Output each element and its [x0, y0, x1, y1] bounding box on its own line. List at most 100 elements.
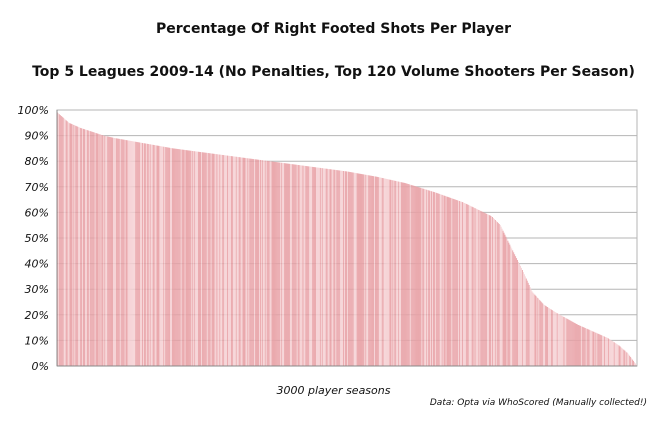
bar: [620, 347, 622, 366]
bar: [308, 166, 310, 366]
bar: [607, 337, 608, 366]
bar: [556, 313, 558, 366]
bar: [100, 134, 102, 366]
bar: [374, 176, 375, 366]
bar: [272, 161, 274, 366]
bar: [218, 154, 220, 366]
bar: [520, 265, 521, 366]
bar: [466, 204, 468, 366]
bar: [294, 164, 296, 366]
bar: [67, 121, 69, 367]
bar: [391, 180, 393, 366]
bar: [546, 306, 547, 366]
bar: [337, 170, 339, 366]
bar: [418, 187, 420, 366]
bar: [278, 162, 280, 366]
bar: [501, 228, 503, 366]
bar: [519, 263, 520, 366]
bar: [177, 149, 179, 366]
bar: [135, 141, 137, 366]
bar: [186, 150, 188, 366]
bar: [287, 163, 288, 366]
bar: [555, 312, 557, 366]
bar: [327, 168, 329, 366]
bar: [269, 161, 271, 366]
bar: [231, 156, 232, 366]
bar: [500, 226, 502, 366]
bar: [406, 183, 408, 366]
bar: [543, 304, 545, 366]
bar: [387, 179, 389, 366]
bar: [526, 280, 528, 366]
bar: [81, 128, 83, 366]
bar: [299, 165, 301, 366]
bar: [202, 152, 203, 366]
bar: [341, 170, 343, 366]
bar: [600, 334, 602, 366]
bar: [452, 198, 454, 366]
bar: [389, 179, 391, 366]
bar: [507, 240, 509, 366]
bar: [122, 139, 124, 366]
bar: [509, 244, 511, 366]
y-tick-label: 90%: [25, 130, 49, 143]
bar: [281, 162, 283, 366]
bar: [170, 147, 171, 366]
bar: [385, 178, 387, 366]
bar: [571, 321, 573, 366]
bar: [532, 292, 534, 366]
bar: [603, 336, 605, 366]
bar: [478, 210, 480, 366]
bar: [416, 186, 418, 366]
bar: [394, 180, 396, 366]
bar: [241, 157, 243, 366]
bar: [274, 161, 276, 366]
bar: [160, 146, 162, 366]
bar: [594, 332, 596, 366]
bar: [72, 124, 74, 367]
bar: [184, 149, 186, 366]
bar: [293, 164, 295, 366]
bar: [131, 141, 133, 366]
bar: [415, 186, 417, 366]
bar: [203, 152, 205, 366]
bar: [472, 207, 474, 366]
bar: [529, 287, 531, 366]
bar: [129, 140, 131, 366]
bar: [625, 351, 627, 366]
bar: [201, 152, 202, 366]
bar: [310, 166, 312, 366]
bar: [497, 222, 499, 366]
bar: [491, 216, 492, 366]
bar: [123, 139, 125, 366]
bar: [376, 176, 377, 366]
bar: [592, 331, 594, 366]
bar: [331, 169, 333, 366]
bar: [439, 194, 441, 366]
bar: [333, 169, 335, 366]
bar: [453, 198, 455, 366]
bar: [399, 181, 401, 366]
bar: [86, 130, 88, 366]
bar: [311, 166, 313, 366]
bar: [85, 129, 86, 366]
bar: [578, 324, 579, 366]
bar: [584, 327, 586, 366]
bar: [275, 162, 277, 366]
bar: [480, 210, 482, 366]
bar: [144, 143, 146, 366]
bar: [138, 142, 140, 366]
bar: [511, 248, 513, 366]
bar: [226, 155, 228, 366]
bar: [87, 130, 89, 366]
bar: [338, 170, 340, 366]
bar: [92, 132, 94, 366]
bar: [71, 124, 73, 366]
bar: [321, 168, 323, 366]
bar: [498, 223, 500, 366]
bar: [124, 139, 126, 366]
bar: [628, 354, 630, 366]
bar: [132, 141, 134, 366]
bar: [89, 131, 91, 366]
bar: [248, 158, 250, 366]
